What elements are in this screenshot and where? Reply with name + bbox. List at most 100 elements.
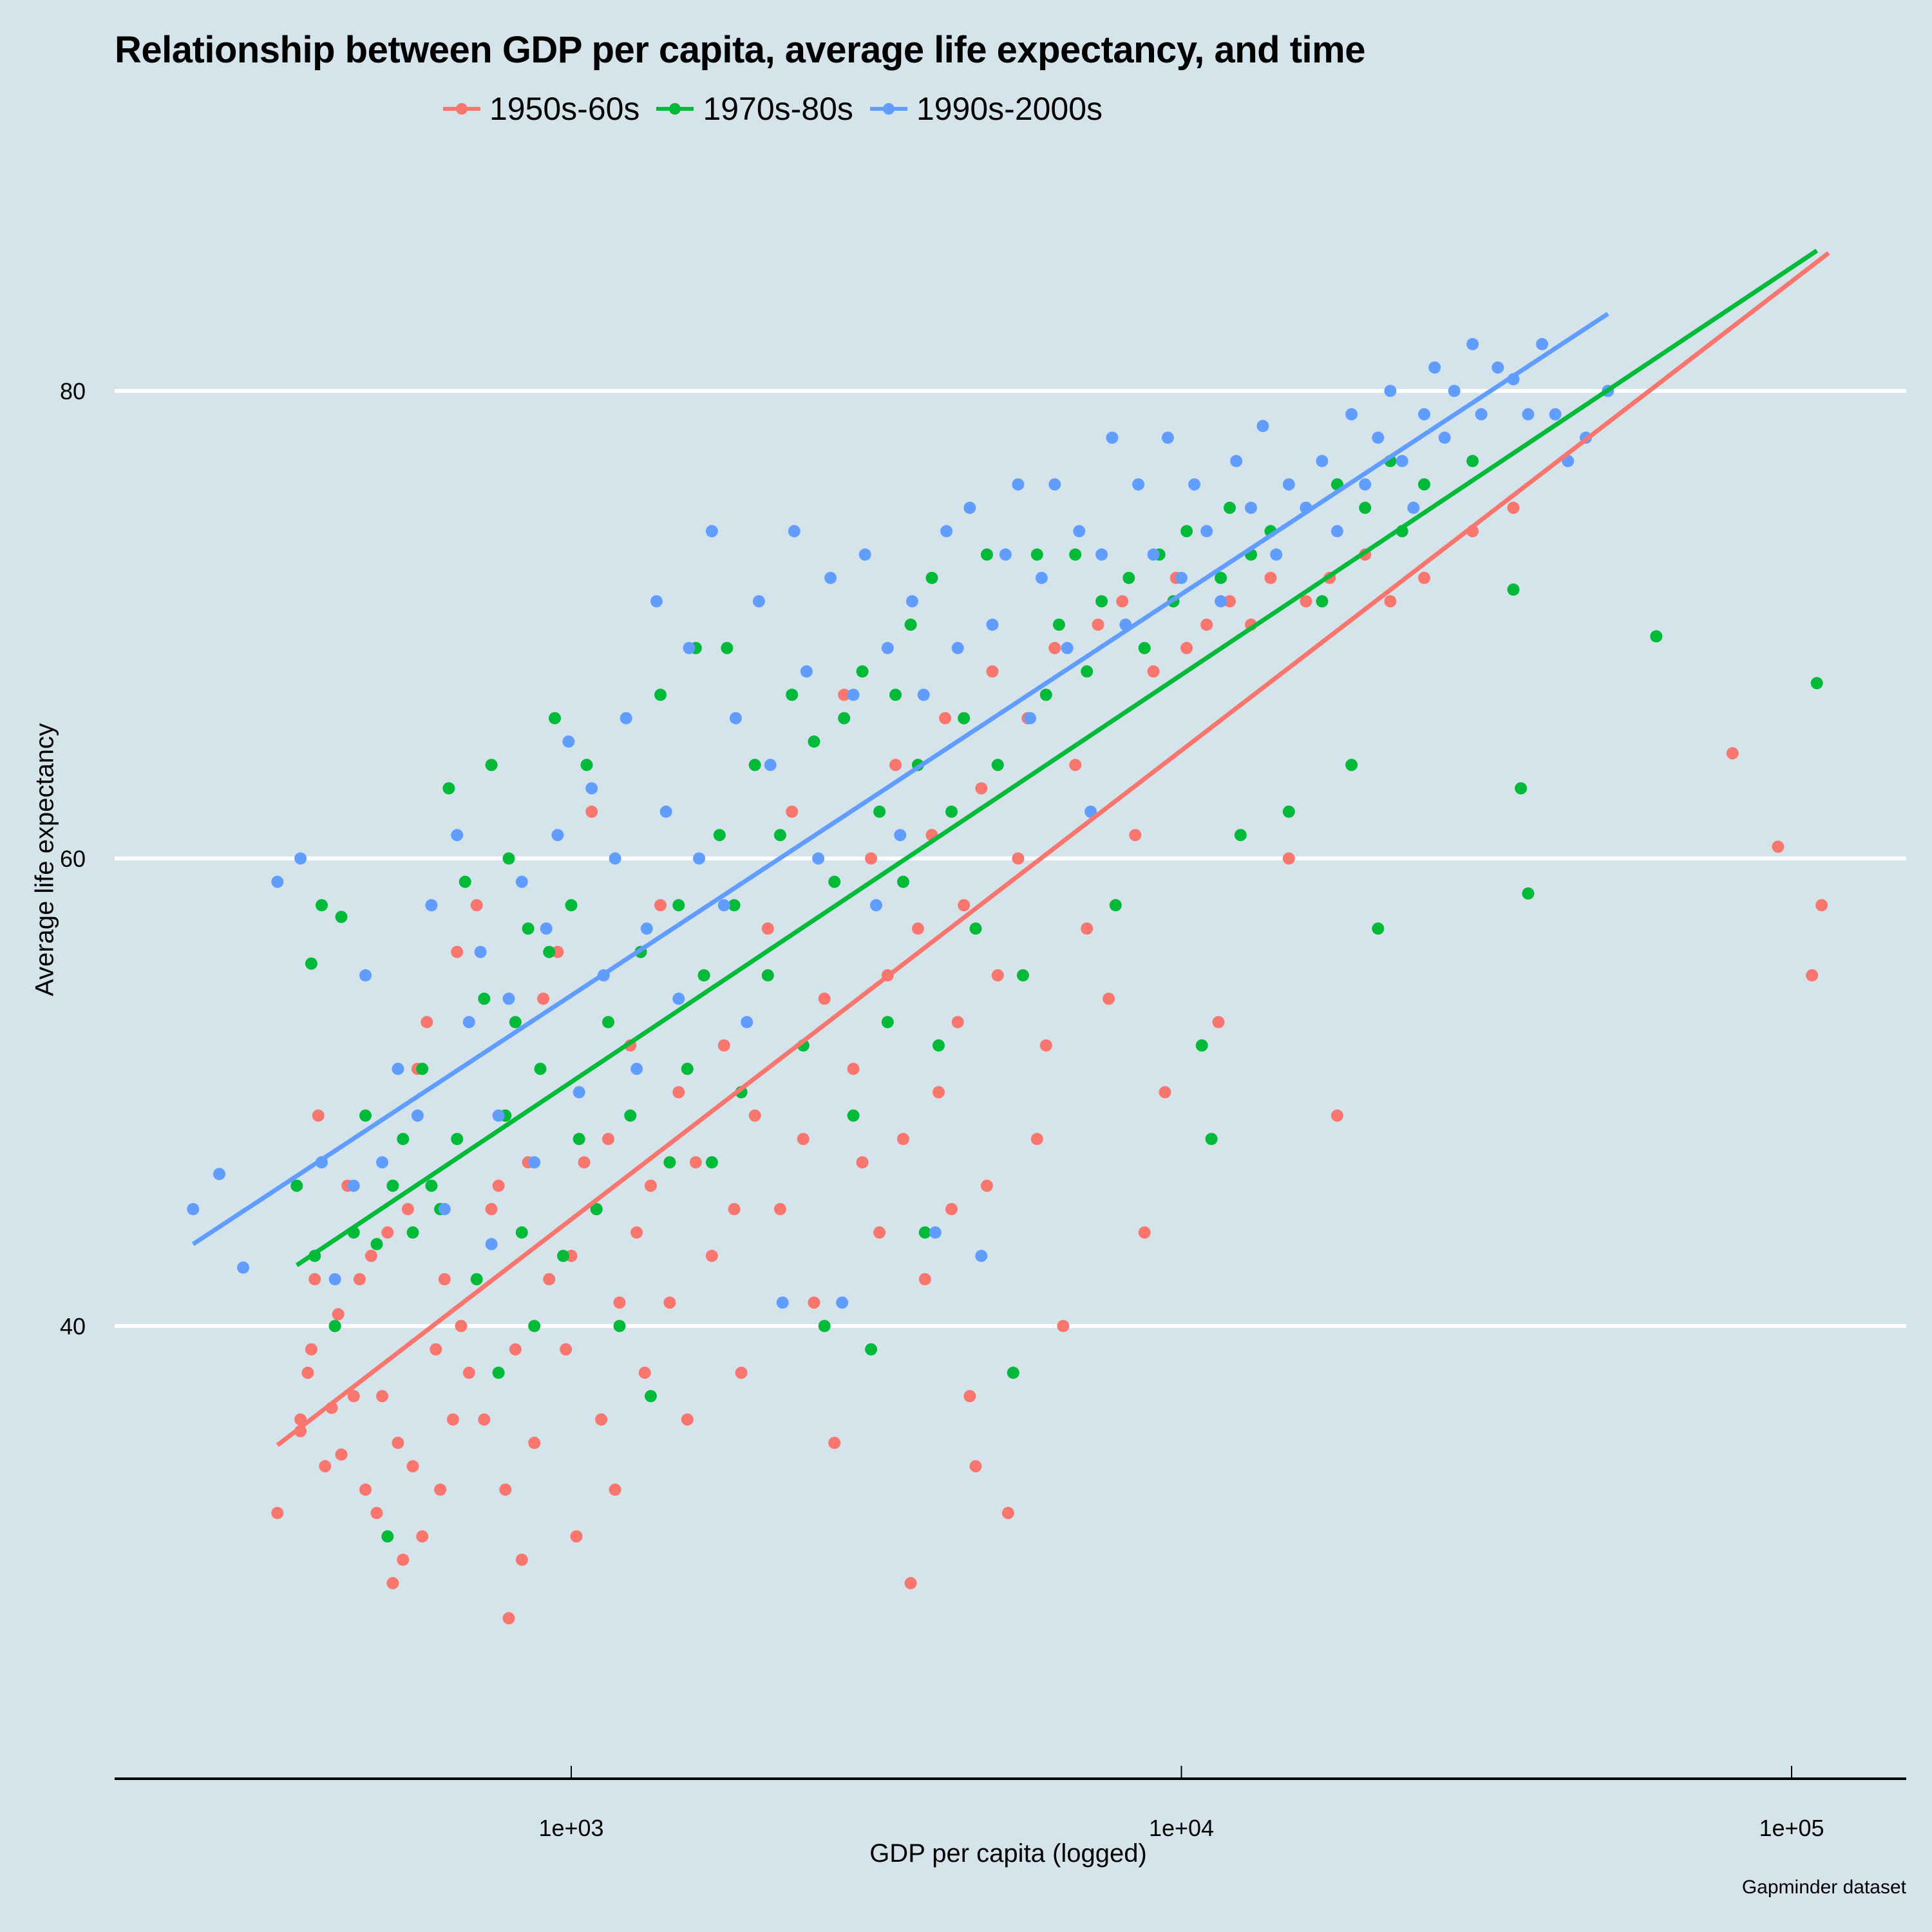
point-1990s-2000s [1245,502,1257,514]
point-1970s-80s [654,688,667,701]
point-1950s-60s [645,1179,657,1192]
point-1990s-2000s [1522,408,1535,421]
point-1970s-80s [713,829,726,842]
point-1950s-60s [672,1086,685,1099]
point-1950s-60s [301,1367,314,1379]
trend-lines [191,249,1830,1447]
point-1950s-60s [681,1413,694,1426]
point-1970s-80s [904,618,917,631]
point-1970s-80s [873,805,886,818]
point-1990s-2000s [836,1296,849,1309]
point-1950s-60s [808,1296,820,1309]
point-1970s-80s [580,759,593,772]
point-1970s-80s [459,875,471,888]
point-1970s-80s [425,1179,438,1192]
point-1990s-2000s [474,945,487,958]
point-1970s-80s [573,1133,585,1146]
point-1950s-60s [1224,595,1236,608]
point-1970s-80s [1515,782,1528,795]
point-1970s-80s [485,759,498,772]
point-1970s-80s [470,1273,483,1285]
point-1970s-80s [1224,502,1236,514]
point-1990s-2000s [847,688,860,701]
point-1950s-60s [1418,571,1430,584]
x-tick-label: 1e+04 [1149,1815,1214,1841]
point-1950s-60s [828,1437,841,1449]
point-1970s-80s [933,1039,945,1052]
point-1950s-60s [430,1343,442,1356]
point-1990s-2000s [1492,361,1504,374]
point-1970s-80s [451,1133,464,1146]
point-1970s-80s [1007,1367,1019,1379]
point-1950s-60s [951,1016,964,1028]
point-1970s-80s [808,735,820,748]
point-1990s-2000s [640,922,653,935]
point-1950s-60s [543,1273,556,1285]
point-1970s-80s [1522,887,1535,900]
point-1950s-60s [1282,852,1295,865]
y-tick-label: 60 [60,846,86,872]
point-1990s-2000s [800,665,813,678]
point-1970s-80s [1095,595,1108,608]
point-1970s-80s [969,922,982,935]
point-1990s-2000s [672,992,685,1005]
point-1970s-80s [847,1109,860,1122]
point-1970s-80s [828,875,841,888]
point-1970s-80s [1650,630,1663,643]
point-1950s-60s [560,1343,573,1356]
point-1990s-2000s [411,1109,424,1122]
point-1990s-2000s [1084,805,1097,818]
point-1950s-60s [585,805,598,818]
point-1990s-2000s [705,525,718,538]
point-1950s-60s [416,1530,429,1543]
point-1970s-80s [958,712,971,724]
point-1990s-2000s [1549,408,1562,421]
point-1970s-80s [889,688,902,701]
point-1950s-60s [847,1063,860,1075]
point-1990s-2000s [1012,478,1025,491]
legend-key-green [656,96,694,122]
point-1950s-60s [438,1273,451,1285]
point-1970s-80s [613,1320,626,1332]
point-1950s-60s [939,712,952,724]
point-1950s-60s [455,1320,468,1332]
point-1990s-2000s [425,899,438,912]
point-1990s-2000s [975,1249,988,1262]
point-1950s-60s [975,782,988,795]
point-1990s-2000s [917,688,930,701]
legend-label: 1970s-80s [703,91,853,127]
point-1990s-2000s [1536,337,1548,350]
legend: 1950s-60s 1970s-80s 1990s-2000s [0,90,1546,128]
point-1970s-80s [1017,969,1029,981]
point-1990s-2000s [650,595,663,608]
point-1970s-80s [748,759,761,772]
point-1990s-2000s [729,712,742,724]
point-1970s-80s [534,1063,547,1075]
point-1950s-60s [1092,618,1104,631]
point-1970s-80s [397,1133,410,1146]
point-1950s-60s [308,1273,321,1285]
point-1990s-2000s [693,852,705,865]
point-1970s-80s [602,1016,614,1028]
point-1970s-80s [672,899,685,912]
point-1990s-2000s [609,852,621,865]
point-1970s-80s [1345,759,1358,772]
point-1970s-80s [386,1179,399,1192]
legend-key-red [442,96,480,122]
point-1950s-60s [933,1086,945,1099]
point-1950s-60s [904,1577,917,1589]
x-axis-label: GDP per capita (logged) [869,1839,1147,1868]
point-1950s-60s [1039,1039,1052,1052]
point-1990s-2000s [1024,712,1037,724]
point-1990s-2000s [1161,431,1174,444]
point-1970s-80s [1069,548,1082,561]
point-1990s-2000s [1035,571,1048,584]
point-1950s-60s [1081,922,1094,935]
point-1990s-2000s [940,525,953,538]
point-1950s-60s [613,1296,626,1309]
point-1990s-2000s [659,805,672,818]
point-1950s-60s [981,1179,993,1192]
point-1970s-80s [838,712,851,724]
point-1970s-80s [918,1226,931,1239]
point-1970s-80s [773,829,786,842]
